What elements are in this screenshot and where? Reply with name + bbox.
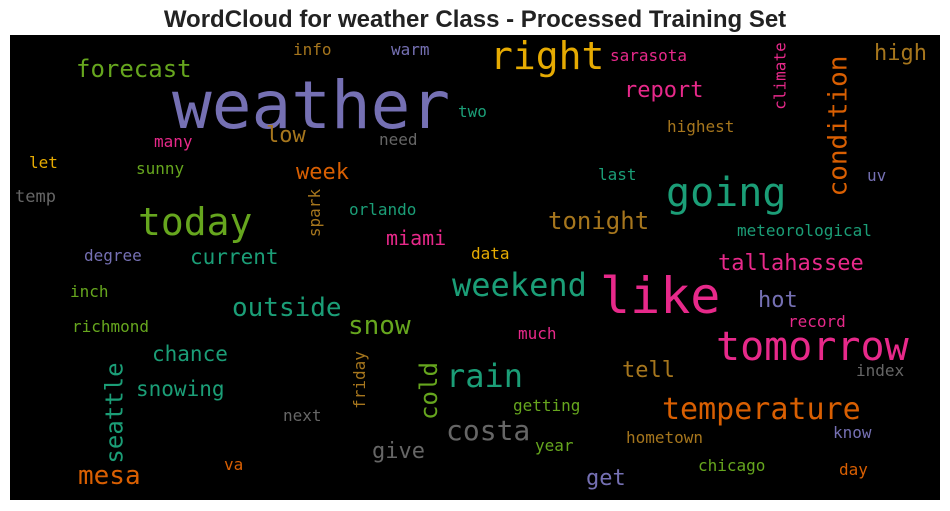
- word-high: high: [874, 41, 927, 66]
- word-low: low: [266, 123, 306, 148]
- word-going: going: [666, 170, 787, 216]
- word-many: many: [154, 132, 193, 151]
- word-like: like: [600, 267, 721, 325]
- word-meteorological: meteorological: [737, 221, 872, 240]
- word-getting: getting: [513, 396, 581, 415]
- word-current: current: [190, 245, 279, 269]
- word-much: much: [518, 324, 557, 343]
- word-rain: rain: [446, 357, 524, 395]
- word-snowing: snowing: [136, 377, 225, 401]
- word-tallahassee: tallahassee: [718, 251, 864, 276]
- word-condition: condition: [823, 55, 854, 197]
- word-report: report: [624, 78, 704, 103]
- word-let: let: [29, 153, 58, 172]
- word-seattle: seattle: [100, 362, 129, 464]
- word-sunny: sunny: [136, 159, 185, 178]
- word-snow: snow: [348, 311, 411, 341]
- word-warm: warm: [391, 40, 430, 59]
- word-hometown: hometown: [626, 428, 704, 447]
- word-year: year: [535, 436, 574, 455]
- word-day: day: [839, 460, 868, 479]
- word-va: va: [224, 455, 244, 474]
- word-cold: cold: [414, 362, 443, 420]
- word-friday: friday: [349, 351, 369, 409]
- word-index: index: [856, 361, 905, 380]
- word-info: info: [293, 40, 332, 59]
- word-tell: tell: [622, 358, 675, 383]
- word-get: get: [586, 466, 626, 491]
- word-tonight: tonight: [548, 207, 650, 235]
- word-data: data: [471, 244, 510, 263]
- word-today: today: [138, 200, 253, 244]
- word-degree: degree: [84, 246, 142, 265]
- word-costa: costa: [446, 414, 531, 447]
- word-climate: climate: [770, 42, 790, 110]
- word-last: last: [598, 165, 637, 184]
- word-know: know: [833, 423, 872, 442]
- word-mesa: mesa: [78, 461, 141, 491]
- word-outside: outside: [232, 293, 342, 323]
- word-sarasota: sarasota: [610, 46, 688, 65]
- word-need: need: [379, 130, 418, 149]
- word-weekend: weekend: [452, 266, 587, 304]
- word-weather: weather: [172, 67, 451, 144]
- word-next: next: [283, 406, 322, 425]
- word-chance: chance: [152, 342, 228, 366]
- word-hot: hot: [758, 288, 798, 313]
- word-inch: inch: [70, 282, 109, 301]
- word-cloud: weather right like tomorrow going today …: [10, 35, 940, 500]
- word-tomorrow: tomorrow: [716, 324, 909, 370]
- word-uv: uv: [867, 166, 887, 185]
- word-give: give: [372, 439, 425, 464]
- word-temp: temp: [15, 187, 56, 207]
- word-miami: miami: [386, 226, 447, 250]
- word-week: week: [296, 160, 349, 185]
- word-richmond: richmond: [72, 317, 150, 336]
- word-highest: highest: [667, 117, 735, 136]
- word-record: record: [788, 312, 846, 331]
- word-chicago: chicago: [698, 456, 766, 475]
- chart-title: WordCloud for weather Class - Processed …: [163, 6, 787, 33]
- word-temperature: temperature: [662, 392, 861, 427]
- word-forecast: forecast: [76, 55, 192, 83]
- word-right: right: [490, 35, 605, 78]
- word-two: two: [458, 102, 487, 121]
- word-orlando: orlando: [349, 200, 417, 219]
- word-spark: spark: [305, 188, 325, 238]
